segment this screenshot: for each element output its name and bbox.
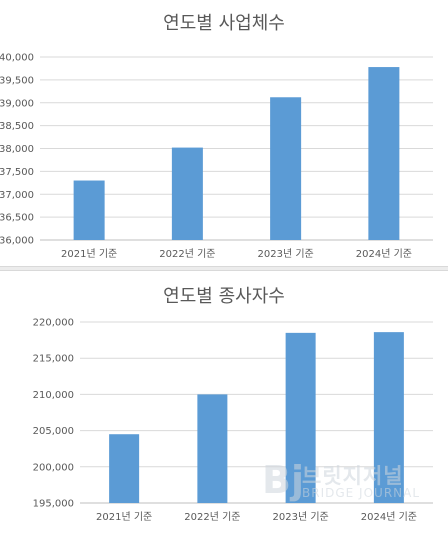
y-tick-label: 38,000 (0, 144, 34, 155)
x-tick-label: 2023년 기준 (273, 511, 329, 523)
bar (373, 332, 404, 503)
x-tick-label: 2021년 기준 (96, 511, 152, 523)
x-tick-label: 2022년 기준 (159, 248, 215, 260)
y-tick-label: 39,500 (0, 75, 34, 86)
y-tick-label: 36,000 (0, 236, 34, 247)
y-tick-label: 38,500 (0, 121, 34, 132)
bar (109, 434, 140, 503)
y-tick-label: 200,000 (33, 462, 74, 473)
x-tick-label: 2024년 기준 (361, 511, 417, 523)
y-tick-label: 37,500 (0, 167, 34, 178)
business-count-chart-svg: 36,000 36,500 37,000 37,500 38,000 38,500 39,0… (0, 53, 433, 260)
x-tick-label: 2021년 기준 (61, 248, 117, 260)
bar (197, 394, 228, 503)
bar (368, 67, 400, 240)
x-tick-label: 2022년 기준 (184, 511, 240, 523)
y-tick-label: 40,000 (0, 53, 34, 64)
employee-count-chart-svg: 195,000 200,000 205,000 210,000 215,000 220,0… (33, 318, 433, 523)
employee-count-chart: 195,000 200,000 205,000 210,000 215,000 220,0… (0, 272, 448, 536)
bar (270, 97, 302, 240)
bar (285, 332, 316, 503)
business-count-chart: 36,000 36,500 37,000 37,500 38,000 38,500 39,0… (0, 0, 448, 266)
bar (171, 147, 203, 240)
y-tick-label: 39,000 (0, 98, 34, 109)
y-tick-label: 210,000 (33, 390, 74, 401)
chart-divider (0, 266, 448, 271)
x-tick-label: 2023년 기준 (258, 248, 314, 260)
y-tick-label: 220,000 (33, 318, 74, 329)
y-tick-label: 37,000 (0, 190, 34, 201)
y-tick-label: 36,500 (0, 213, 34, 224)
x-tick-label: 2024년 기준 (356, 248, 412, 260)
employee-count-chart-title: 연도별 종사자수 (163, 286, 285, 307)
y-tick-label: 195,000 (33, 499, 74, 510)
business-count-chart-title: 연도별 사업체수 (163, 13, 285, 34)
y-tick-label: 215,000 (33, 354, 74, 365)
bar (73, 180, 105, 240)
y-tick-label: 205,000 (33, 426, 74, 437)
